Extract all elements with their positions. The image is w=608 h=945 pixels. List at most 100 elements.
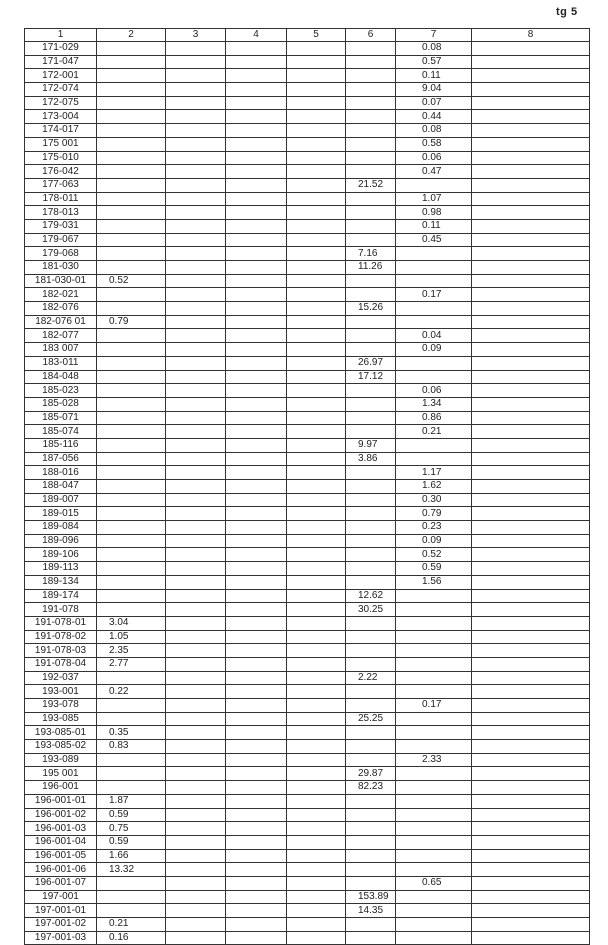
value-cell-col2: 0.16 — [96, 930, 166, 945]
value-cell-col2 — [96, 342, 166, 357]
table-row: 196-001-07 0.65 — [24, 875, 590, 891]
column-header-2: 2 — [96, 28, 166, 42]
value-cell-col4 — [225, 698, 287, 713]
value-cell-col8 — [471, 95, 590, 111]
value-cell-col5 — [286, 301, 346, 316]
value-cell-col2 — [96, 574, 166, 590]
value-cell-col5 — [286, 739, 346, 754]
value-cell-col8 — [471, 479, 590, 494]
value-cell-col4 — [225, 150, 287, 166]
column-header-7: 7 — [395, 28, 472, 42]
value-cell-col2 — [96, 424, 166, 439]
value-cell-col7: 0.23 — [395, 520, 472, 535]
value-cell-col7 — [395, 177, 472, 193]
table-row: 185-071 0.86 — [24, 410, 590, 426]
row-id-cell: 188-047 — [24, 479, 97, 494]
value-cell-col4 — [225, 465, 287, 480]
table-row: 196-001 82.23 — [24, 780, 590, 795]
value-cell-col8 — [471, 602, 590, 617]
row-id-cell: 189-015 — [24, 506, 97, 522]
value-cell-col8 — [471, 547, 590, 563]
value-cell-col6: 14.35 — [345, 903, 396, 918]
value-cell-col8 — [471, 670, 590, 686]
value-cell-col2 — [96, 287, 166, 303]
value-cell-col6: 82.23 — [345, 780, 396, 795]
value-cell-col2: 0.59 — [96, 807, 166, 823]
value-cell-col6 — [345, 875, 396, 891]
value-cell-col6: 12.62 — [345, 588, 396, 604]
value-cell-col3 — [165, 396, 226, 412]
value-cell-col3 — [165, 232, 226, 248]
value-cell-col8 — [471, 109, 590, 125]
value-cell-col3 — [165, 793, 226, 809]
value-cell-col2 — [96, 95, 166, 111]
row-id-cell: 171-029 — [24, 41, 97, 56]
value-cell-col8 — [471, 862, 590, 877]
table-row: 179-031 0.11 — [24, 218, 590, 234]
value-cell-col8 — [471, 123, 590, 138]
value-cell-col5 — [286, 479, 346, 494]
value-cell-col4 — [225, 260, 287, 275]
value-cell-col3 — [165, 82, 226, 97]
value-cell-col5 — [286, 410, 346, 426]
value-cell-col4 — [225, 574, 287, 590]
value-cell-col8 — [471, 451, 590, 467]
value-cell-col5 — [286, 465, 346, 480]
row-id-cell: 179-031 — [24, 218, 97, 234]
row-id-cell: 181-030 — [24, 260, 97, 275]
value-cell-col3 — [165, 561, 226, 576]
value-cell-col5 — [286, 191, 346, 207]
value-cell-col2: 0.83 — [96, 739, 166, 754]
value-cell-col8 — [471, 328, 590, 344]
value-cell-col4 — [225, 862, 287, 877]
value-cell-col4 — [225, 273, 287, 289]
table-row: 185-116 9.97 — [24, 437, 590, 453]
value-cell-col8 — [471, 273, 590, 289]
table-row: 191-078-01 3.04 — [24, 615, 590, 631]
value-cell-col5 — [286, 793, 346, 809]
row-id-cell: 196-001-06 — [24, 862, 97, 877]
table-row: 172-074 9.04 — [24, 82, 590, 97]
value-cell-col5 — [286, 698, 346, 713]
value-cell-col7: 0.08 — [395, 41, 472, 56]
table-row: 196-001-05 1.66 — [24, 848, 590, 864]
value-cell-col6 — [345, 643, 396, 658]
value-cell-col6 — [345, 492, 396, 508]
value-cell-col8 — [471, 41, 590, 56]
value-cell-col7: 0.79 — [395, 506, 472, 522]
value-cell-col5 — [286, 41, 346, 56]
value-cell-col4 — [225, 479, 287, 494]
value-cell-col5 — [286, 451, 346, 467]
table-row: 174-017 0.08 — [24, 123, 590, 138]
value-cell-col4 — [225, 807, 287, 823]
value-cell-col4 — [225, 875, 287, 891]
value-cell-col3 — [165, 629, 226, 645]
row-id-cell: 196-001-05 — [24, 848, 97, 864]
value-cell-col2: 2.35 — [96, 643, 166, 658]
value-cell-col7: 0.11 — [395, 68, 472, 84]
value-cell-col3 — [165, 547, 226, 563]
value-cell-col7: 0.06 — [395, 383, 472, 398]
value-cell-col3 — [165, 807, 226, 823]
table-row: 175-010 0.06 — [24, 150, 590, 166]
value-cell-col8 — [471, 506, 590, 522]
value-cell-col3 — [165, 656, 226, 672]
value-cell-col4 — [225, 437, 287, 453]
value-cell-col3 — [165, 903, 226, 918]
row-id-cell: 171-047 — [24, 54, 97, 70]
value-cell-col6 — [345, 191, 396, 207]
table-row: 179-068 7.16 — [24, 246, 590, 261]
value-cell-col8 — [471, 492, 590, 508]
value-cell-col8 — [471, 793, 590, 809]
value-cell-col2: 0.21 — [96, 917, 166, 932]
row-id-cell: 179-068 — [24, 246, 97, 261]
value-cell-col7: 2.33 — [395, 752, 472, 768]
value-cell-col6 — [345, 752, 396, 768]
value-cell-col2 — [96, 82, 166, 97]
row-id-cell: 182-076 01 — [24, 314, 97, 330]
value-cell-col6 — [345, 328, 396, 344]
value-cell-col8 — [471, 848, 590, 864]
value-cell-col3 — [165, 164, 226, 179]
row-id-cell: 191-078-04 — [24, 656, 97, 672]
value-cell-col2: 0.52 — [96, 273, 166, 289]
